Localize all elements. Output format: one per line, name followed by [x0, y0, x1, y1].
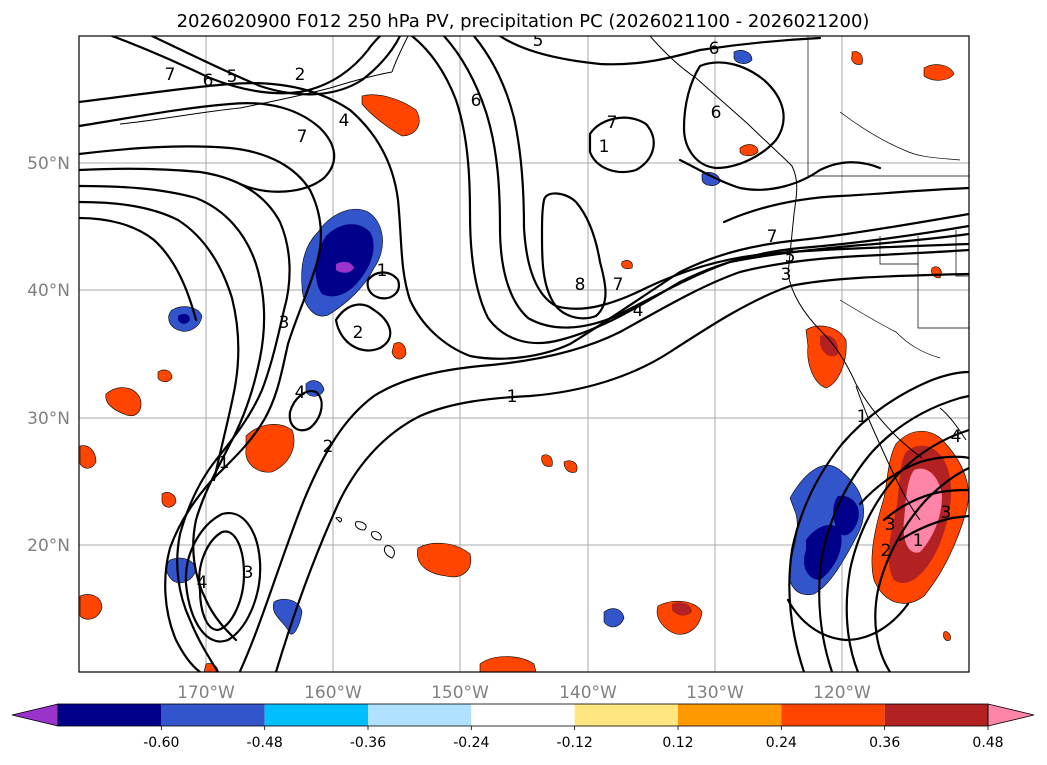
colorbar-segment: [471, 704, 575, 726]
colorbar-tick-label: -0.12: [557, 735, 593, 751]
contour-label: 1: [599, 137, 610, 157]
contour-label: 6: [471, 91, 482, 111]
lat-tick-label: 40°N: [27, 281, 70, 301]
colorbar-tick-label: -0.36: [350, 735, 386, 751]
colorbar-tick-label: 0.48: [972, 735, 1003, 751]
lon-tick-label: 120°W: [813, 683, 871, 703]
lon-tick-label: 150°W: [431, 683, 489, 703]
contour-label: 7: [613, 275, 624, 295]
map-panel: 7 6 5 2 4 7 6 7 6 6 5 1 2 8 7 4 7 5 3 3: [78, 31, 970, 673]
lon-tick-label: 140°W: [559, 683, 617, 703]
contour-label: 6: [709, 39, 720, 59]
contour-label: 3: [243, 563, 254, 583]
contour-label: 4: [197, 573, 208, 593]
lon-tick-label: 170°W: [177, 683, 235, 703]
colorbar: -0.60 -0.48 -0.36 -0.24 -0.12 0.12 0.24 0.36 0.4…: [11, 703, 1035, 751]
colorbar-tick-label: -0.60: [143, 735, 179, 751]
contour-label: 2: [323, 437, 334, 457]
colorbar-segment: [678, 704, 782, 726]
lat-tick-label: 50°N: [27, 154, 70, 174]
contour-label: 2: [881, 541, 892, 561]
contour-label: 6: [711, 103, 722, 123]
colorbar-extend-low: [11, 703, 59, 727]
colorbar-tick-label: -0.48: [247, 735, 283, 751]
political-borders: [807, 36, 969, 359]
contour-label: 4: [633, 301, 644, 321]
colorbar-tick-label: 0.36: [869, 735, 900, 751]
colorbar-segment: [264, 704, 368, 726]
contour-label: 5: [785, 247, 796, 267]
lat-tick-labels: 50°N 40°N 30°N 20°N: [27, 154, 70, 556]
contour-label: 7: [297, 127, 308, 147]
contour-label: 3: [885, 515, 896, 535]
colorbar-segment: [574, 704, 678, 726]
map-frame: [78, 35, 970, 673]
contour-label: 1: [913, 531, 924, 551]
colorbar-tick-label: -0.24: [453, 735, 489, 751]
contour-label: 7: [165, 65, 176, 85]
colorbar-tick-label: 0.12: [662, 735, 693, 751]
contour-label: 3: [941, 503, 952, 523]
pv-contours: [79, 36, 969, 672]
contour-label: 3: [279, 313, 290, 333]
colorbar-segment: [884, 704, 988, 726]
colorbar-segment: [58, 704, 162, 726]
colorbar-segment: [781, 704, 885, 726]
colorbar-extend-high: [987, 703, 1035, 727]
contour-label: 5: [227, 67, 238, 87]
contour-label: 4: [339, 111, 350, 131]
contour-label: 1: [377, 261, 388, 281]
contour-label: 1: [507, 387, 518, 407]
lon-tick-labels: 170°W 160°W 150°W 140°W 130°W 120°W: [177, 683, 871, 703]
contour-label: 5: [533, 31, 544, 51]
contour-label: 1: [857, 407, 868, 427]
contour-label: 2: [353, 323, 364, 343]
contour-labels: 7 6 5 2 4 7 6 7 6 6 5 1 2 8 7 4 7 5 3 3: [165, 31, 962, 593]
map-title: 2026020900 F012 250 hPa PV, precipitatio…: [177, 11, 870, 32]
contour-label: 7: [767, 227, 778, 247]
colorbar-segment: [368, 704, 472, 726]
contour-label: 2: [295, 65, 306, 85]
lon-tick-label: 130°W: [686, 683, 744, 703]
contour-label: 1: [219, 453, 230, 473]
lat-tick-label: 30°N: [27, 409, 70, 429]
contour-label: 3: [781, 265, 792, 285]
colorbar-tick-label: 0.24: [766, 735, 797, 751]
contour-label: 4: [295, 383, 306, 403]
contour-label: 8: [575, 275, 586, 295]
colorbar-outline: [57, 703, 989, 727]
contour-label: 7: [607, 113, 618, 133]
lat-tick-label: 20°N: [27, 536, 70, 556]
lon-tick-label: 160°W: [304, 683, 362, 703]
colorbar-segment: [161, 704, 265, 726]
contour-label: 6: [203, 71, 214, 91]
contour-label: 4: [951, 427, 962, 447]
